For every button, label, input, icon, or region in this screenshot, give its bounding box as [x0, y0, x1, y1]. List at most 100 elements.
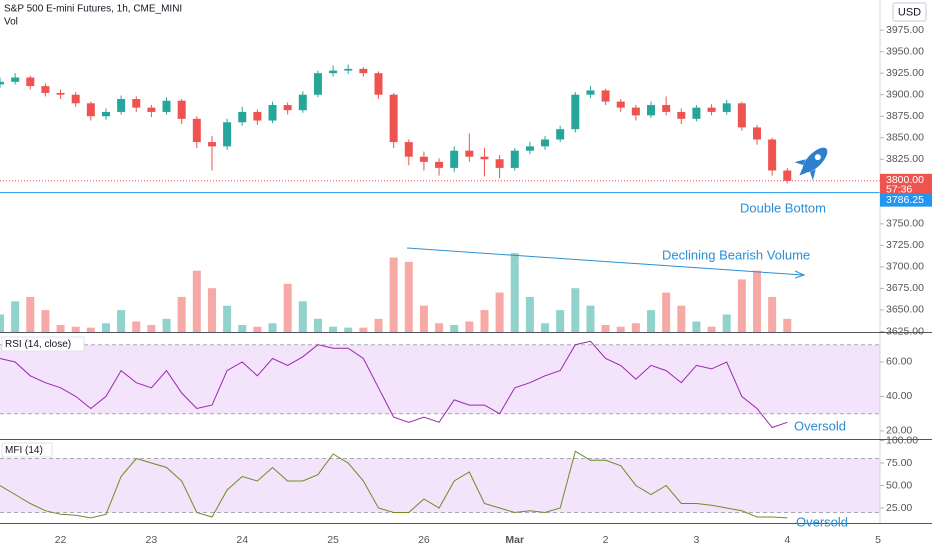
y-tick-label: 3875.00 — [886, 110, 924, 122]
band-fill — [0, 458, 880, 513]
candle-body — [707, 107, 716, 112]
y-tick-label: 50.00 — [886, 479, 912, 491]
volume-bar — [450, 324, 459, 332]
last-price-label: 3800.00 — [886, 174, 924, 186]
volume-bar — [616, 326, 625, 332]
candle-body — [26, 77, 35, 87]
volume-bar — [571, 288, 580, 332]
trend-line — [406, 247, 804, 276]
volume-bar — [268, 323, 277, 332]
candle-body — [223, 122, 232, 147]
candle-body — [556, 129, 565, 140]
annotation-rsi: Oversold — [794, 418, 846, 433]
candle-body — [0, 81, 4, 85]
y-tick-label: 3675.00 — [886, 282, 924, 294]
candle-body — [601, 90, 610, 102]
candle-body — [752, 127, 761, 140]
volume-bar — [510, 253, 519, 332]
last-price-badge — [880, 173, 932, 196]
volume-bar — [11, 301, 20, 332]
x-tick-label: 22 — [55, 534, 67, 546]
x-tick-label: 2 — [603, 534, 609, 546]
candle-body — [783, 170, 792, 181]
x-tick-label: 4 — [784, 534, 790, 546]
candle-body — [86, 103, 95, 117]
volume-bar — [752, 270, 761, 332]
candle-body — [616, 101, 625, 108]
volume-bar — [207, 288, 216, 332]
y-tick-label: 75.00 — [886, 457, 912, 469]
support-label: 3786.25 — [886, 194, 924, 206]
candle-body — [71, 94, 80, 104]
y-tick-label: 3925.00 — [886, 67, 924, 79]
candle-body — [11, 77, 20, 82]
y-tick-label: 100.00 — [886, 434, 918, 446]
candle-body — [571, 94, 580, 130]
annotation-volume: Declining Bearish Volume — [662, 247, 810, 262]
candle-body — [329, 70, 338, 74]
volume-bar — [26, 296, 35, 332]
candle-body — [404, 142, 413, 157]
volume-bar — [41, 310, 50, 332]
volume-bar — [313, 318, 322, 332]
y-tick-label: 3850.00 — [886, 132, 924, 144]
candle-body — [238, 111, 247, 123]
rsi-title: RSI (14, close) — [5, 339, 71, 350]
currency-button[interactable] — [892, 2, 927, 22]
volume-bar — [253, 326, 262, 332]
candle-body — [677, 111, 686, 119]
trend-arrow — [794, 270, 806, 279]
currency-label[interactable]: USD — [898, 6, 921, 18]
volume-bar — [662, 292, 671, 332]
support-badge — [880, 193, 932, 207]
candle-body — [283, 105, 292, 111]
y-tick-label: 3650.00 — [886, 304, 924, 316]
volume-bar — [541, 323, 550, 332]
y-tick-label: 40.00 — [886, 390, 912, 402]
candle-body — [132, 99, 141, 108]
candle-body — [177, 100, 186, 119]
candle-body — [389, 94, 398, 143]
candle-body — [101, 111, 110, 117]
volume-bar — [722, 314, 731, 332]
bands — [0, 344, 880, 513]
candle-body — [480, 156, 489, 160]
x-tick-label: 26 — [418, 534, 430, 546]
y-tick-label: 3950.00 — [886, 45, 924, 57]
volume-bar — [177, 296, 186, 332]
candle-body — [268, 105, 277, 121]
volume-bar — [601, 324, 610, 332]
candle-body — [495, 159, 504, 168]
mfi-title-box — [1, 442, 53, 458]
candle-body — [435, 161, 444, 168]
candle-body — [313, 73, 322, 95]
candle-body — [647, 105, 656, 116]
volume-bar — [404, 261, 413, 332]
candle-body — [41, 86, 50, 93]
volume-bar — [419, 305, 428, 332]
candle-body — [662, 105, 671, 112]
volume-bar — [71, 326, 80, 332]
x-tick-label: 25 — [327, 534, 339, 546]
candle-body — [541, 139, 550, 147]
marks — [0, 64, 880, 519]
volume-bar — [0, 314, 4, 332]
candle-body — [56, 92, 65, 95]
volume-bar — [525, 296, 534, 332]
candle-body — [162, 100, 171, 112]
volume-bar — [223, 305, 232, 332]
candle-body — [419, 156, 428, 162]
volume-bar — [783, 318, 792, 332]
volume-bar — [465, 321, 474, 332]
volume-bar — [631, 323, 640, 332]
volume-bar — [677, 305, 686, 332]
volume-bar — [329, 326, 338, 332]
volume-bar — [344, 327, 353, 332]
chart-title: S&P 500 E-mini Futures, 1h, CME_MINI — [4, 4, 182, 15]
volume-bar — [359, 327, 368, 332]
candle-body — [737, 103, 746, 128]
volume-bar — [192, 270, 201, 332]
volume-bar — [162, 318, 171, 332]
